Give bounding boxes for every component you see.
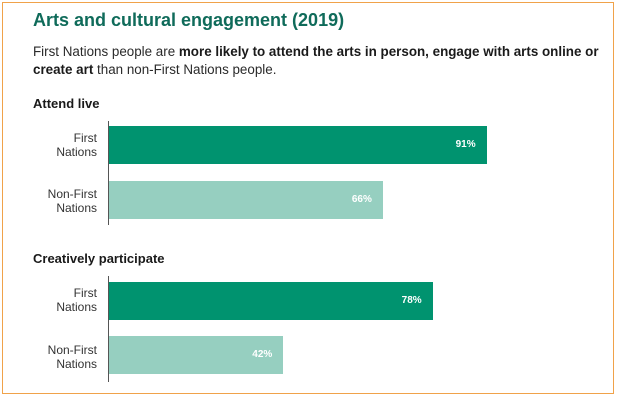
attend-live-category-label-first-nations-line-1: First — [73, 131, 97, 145]
attend-live-bar-first-nations: 91% — [109, 126, 487, 164]
creatively-participate-bar-value-first-nations: 78% — [401, 295, 422, 306]
attend-live-category-label-first-nations: First Nations — [56, 131, 97, 159]
creatively-participate-category-label-first-nations: First Nations — [56, 286, 97, 314]
attend-live-category-label-non-first-nations-line-1: Non-First — [47, 187, 97, 201]
creatively-participate-axis — [108, 276, 109, 382]
creatively-participate-category-label-first-nations-line-2: Nations — [56, 300, 97, 314]
attend-live-category-label-non-first-nations-line-2: Nations — [56, 201, 97, 215]
attend-live-category-label-non-first-nations: Non-First Nations — [48, 187, 97, 215]
attend-live-bar-value-non-first-nations: 66% — [351, 194, 372, 205]
attend-live-axis — [108, 121, 109, 225]
creatively-participate-bar-non-first-nations: 42% — [109, 336, 284, 374]
creatively-participate-category-label-non-first-nations: Non-First Nations — [48, 343, 97, 371]
creatively-participate-category-label-non-first-nations-line-2: Nations — [56, 357, 97, 371]
chart-subtitle: First Nations people are more likely to … — [33, 43, 608, 79]
subtitle-part-1: First Nations people are — [33, 44, 179, 59]
section-title-creatively-participate: Creatively participate — [33, 251, 165, 266]
chart-title: Arts and cultural engagement (2019) — [33, 10, 345, 30]
creatively-participate-bar-first-nations: 78% — [109, 282, 433, 320]
subtitle-part-2: than non-First Nations people. — [93, 62, 277, 77]
section-title-attend-live: Attend live — [33, 96, 100, 111]
creatively-participate-bar-value-non-first-nations: 42% — [252, 349, 273, 360]
attend-live-bar-non-first-nations: 66% — [109, 181, 383, 219]
creatively-participate-category-label-non-first-nations-line-1: Non-First — [47, 343, 97, 357]
attend-live-category-label-first-nations-line-2: Nations — [56, 145, 97, 159]
subtitle-emphasis: more likely to attend the arts in person… — [33, 44, 599, 77]
attend-live-bar-value-first-nations: 91% — [455, 139, 476, 150]
creatively-participate-category-label-first-nations-line-1: First — [73, 286, 97, 300]
